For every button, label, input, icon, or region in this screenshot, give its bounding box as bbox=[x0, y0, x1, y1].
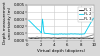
FL 1 bbox=[57, 38, 58, 39]
FL 2 bbox=[53, 34, 54, 35]
Line: FL 2: FL 2 bbox=[29, 18, 93, 34]
Line: FL 3: FL 3 bbox=[29, 35, 93, 38]
FL 2 bbox=[28, 20, 29, 21]
FL 3 bbox=[42, 37, 43, 38]
Y-axis label: Depth measurement
uncertainty (m): Depth measurement uncertainty (m) bbox=[4, 1, 12, 44]
FL 3 bbox=[46, 37, 47, 38]
FL 3 bbox=[91, 35, 92, 36]
FL 1 bbox=[53, 37, 54, 38]
FL 2 bbox=[93, 18, 94, 19]
FL 1 bbox=[74, 38, 75, 39]
FL 3 bbox=[93, 34, 94, 35]
Legend: FL 1, FL 2, FL 3: FL 1, FL 2, FL 3 bbox=[78, 7, 92, 22]
FL 2 bbox=[46, 33, 47, 34]
FL 1 bbox=[92, 38, 93, 39]
X-axis label: Virtual depth (diopters): Virtual depth (diopters) bbox=[37, 49, 85, 53]
FL 3 bbox=[64, 37, 65, 38]
FL 3 bbox=[80, 37, 81, 38]
FL 3 bbox=[73, 37, 74, 38]
